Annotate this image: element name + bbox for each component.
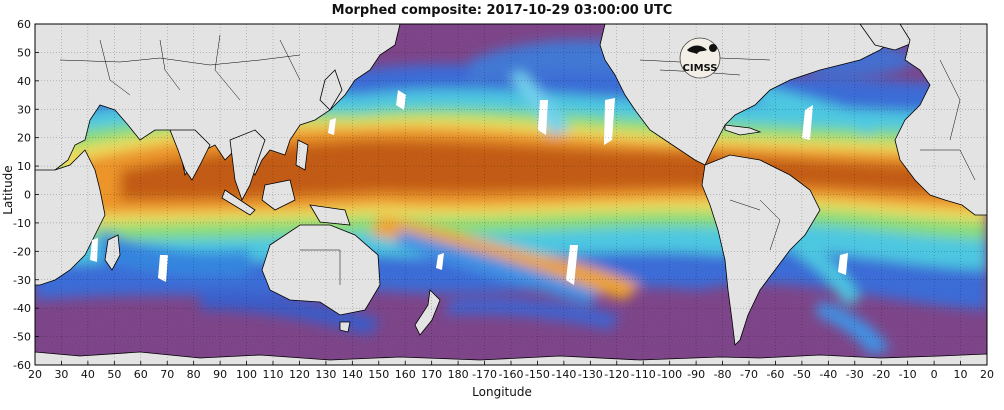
south-america-landmass: [701, 154, 821, 346]
y-tick-label: -30: [13, 274, 31, 287]
x-tick-label: -140: [551, 368, 576, 381]
no-data-gaps: [90, 90, 848, 285]
x-tick-label: 90: [213, 368, 227, 381]
sumatra-landmass: [221, 189, 256, 216]
x-tick-label: 50: [107, 368, 121, 381]
x-tick-label: 100: [236, 368, 257, 381]
eurasia-west-landmass: [35, 24, 401, 177]
cimss-logo: CIMSS: [679, 37, 721, 79]
x-tick-label: -130: [578, 368, 603, 381]
x-tick-label: -80: [714, 368, 732, 381]
newzealand-landmass: [414, 289, 441, 336]
x-tick-label: 30: [54, 368, 68, 381]
x-tick-label: 110: [263, 368, 284, 381]
y-tick-label: 0: [24, 189, 31, 202]
country-borders: [59, 34, 976, 285]
logo-sun-icon: [709, 44, 717, 52]
y-tick-label: -20: [13, 245, 31, 258]
x-tick-label: -90: [687, 368, 705, 381]
y-tick-label: 60: [17, 18, 31, 31]
x-tick-label: -70: [740, 368, 758, 381]
y-tick-label: 40: [17, 75, 31, 88]
japan-landmass: [319, 69, 343, 111]
x-tick-label: 160: [395, 368, 416, 381]
india-landmass: [169, 129, 211, 181]
y-tick-label: -50: [13, 331, 31, 344]
x-tick-label: 70: [160, 368, 174, 381]
x-tick-label: -120: [604, 368, 629, 381]
land-masses: [35, 24, 987, 365]
indochina-landmass: [229, 129, 266, 201]
logo-swirl-icon: [687, 45, 707, 54]
x-tick-label: -10: [899, 368, 917, 381]
x-tick-label: -100: [657, 368, 682, 381]
x-tick-label: 0: [931, 368, 938, 381]
y-tick-label: -40: [13, 302, 31, 315]
map-title: Morphed composite: 2017-10-29 03:00:00 U…: [331, 3, 673, 18]
x-tick-label: 180: [448, 368, 469, 381]
x-tick-label: 150: [368, 368, 389, 381]
x-tick-label: 170: [421, 368, 442, 381]
x-axis-label: Longitude: [472, 385, 532, 399]
x-tick-label: 130: [315, 368, 336, 381]
x-tick-label: -50: [793, 368, 811, 381]
x-tick-label: -30: [846, 368, 864, 381]
x-tick-label: 140: [342, 368, 363, 381]
philippines-landmass: [295, 139, 309, 171]
x-tick-label: 120: [289, 368, 310, 381]
newguinea-landmass: [309, 204, 351, 226]
madagascar-landmass: [104, 234, 121, 271]
australia-landmass: [261, 224, 381, 316]
logo-text: CIMSS: [683, 63, 718, 74]
y-tick-label: 10: [17, 160, 31, 173]
map-layers: [35, 24, 987, 365]
x-tick-label: -150: [525, 368, 550, 381]
x-tick-label: 10: [954, 368, 968, 381]
x-tick-label: -60: [766, 368, 784, 381]
x-tick-label: 40: [81, 368, 95, 381]
x-tick-label: -160: [499, 368, 524, 381]
africa-landmass: [35, 149, 106, 286]
y-tick-label: 20: [17, 132, 31, 145]
x-tick-label: -110: [631, 368, 656, 381]
x-axis-ticks: 20 30 40 50 60 70 80 90 100 110 120 130 140 150 160 170…: [28, 361, 994, 381]
x-tick-label: 20: [980, 368, 994, 381]
borneo-landmass: [261, 179, 296, 211]
y-tick-label: -10: [13, 217, 31, 230]
y-tick-label: -60: [13, 359, 31, 372]
y-tick-label: 50: [17, 46, 31, 59]
x-tick-label: 60: [134, 368, 148, 381]
tasmania-landmass: [339, 321, 351, 333]
x-tick-label: -40: [819, 368, 837, 381]
caribbean-islands: [724, 124, 762, 136]
x-tick-label: 20: [28, 368, 42, 381]
x-tick-label: -20: [872, 368, 890, 381]
y-tick-label: 30: [17, 103, 31, 116]
x-tick-label: 80: [187, 368, 201, 381]
y-axis-ticks: 60 50 40 30 20 10 0 -10 -20 -30 -40 -50 -60: [13, 18, 39, 372]
europe-africa-east-landmass: [894, 24, 987, 216]
x-tick-label: -170: [472, 368, 497, 381]
